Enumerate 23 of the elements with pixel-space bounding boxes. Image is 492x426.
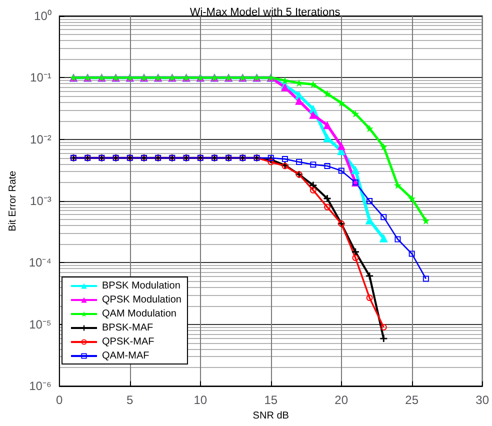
y-tick-label: 10⁻¹ <box>30 70 52 85</box>
x-axis-title: SNR dB <box>252 410 290 422</box>
x-tick-label: 30 <box>476 393 490 408</box>
chart-title: Wi-Max Model with 5 Iterations <box>190 6 341 18</box>
legend-label: QPSK-MAF <box>102 336 154 348</box>
legend-label: BPSK-MAF <box>102 322 154 334</box>
y-tick-label: 10⁻⁶ <box>29 379 52 394</box>
legend-label: QPSK Modulation <box>102 294 182 306</box>
x-tick-label: 25 <box>405 393 419 408</box>
y-tick-label: 10⁻⁵ <box>29 317 52 332</box>
y-tick-label: 10⁻³ <box>30 194 52 208</box>
x-tick-label: 0 <box>56 393 64 408</box>
legend-label: QAM-MAF <box>102 350 150 362</box>
x-tick-label: 15 <box>264 393 278 408</box>
x-tick-label: 5 <box>126 393 134 408</box>
y-tick-label: 10⁻² <box>30 132 52 146</box>
legend-label: BPSK Modulation <box>102 280 180 292</box>
x-tick-label: 10 <box>194 393 208 408</box>
y-tick-label: 10⁻⁴ <box>28 256 52 270</box>
y-axis-title: Bit Error Rate <box>8 170 18 232</box>
legend-label: QAM Modulation <box>102 308 176 320</box>
x-tick-label: 20 <box>334 393 348 408</box>
y-tick-label: 10⁰ <box>34 9 52 23</box>
